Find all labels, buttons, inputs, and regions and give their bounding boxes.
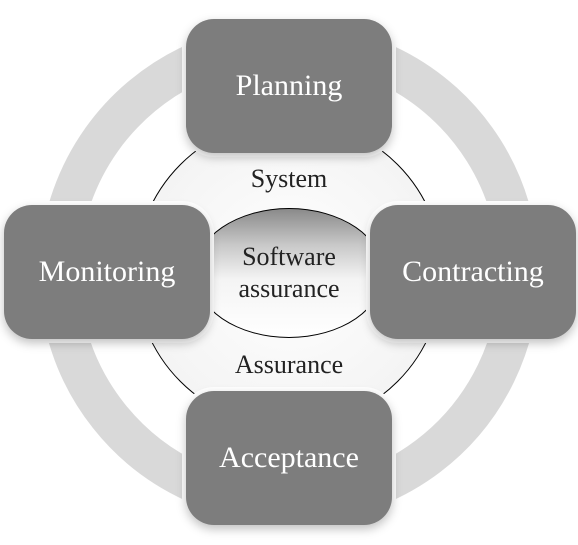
node-monitoring: Monitoring [4,205,210,339]
software-assurance-core: Software assurance [194,208,384,338]
node-planning: Planning [186,19,392,153]
ring-label-top: System [251,164,328,194]
node-contracting: Contracting [370,205,576,339]
node-label: Monitoring [39,255,176,289]
core-label-line1: Software [242,241,336,272]
node-label: Contracting [402,255,544,289]
core-label-line2: assurance [238,273,339,304]
node-label: Acceptance [219,441,359,475]
node-label: Planning [236,69,343,103]
node-acceptance: Acceptance [186,391,392,525]
diagram-canvas: System Assurance Software assurance Plan… [0,0,578,545]
ring-label-bottom: Assurance [235,350,343,380]
